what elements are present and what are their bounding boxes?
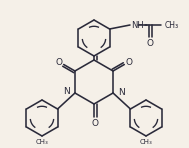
Text: N: N [118, 87, 125, 96]
Text: CH₃: CH₃ [36, 139, 48, 145]
Text: O: O [125, 58, 132, 66]
Text: CH₃: CH₃ [165, 21, 179, 29]
Text: O: O [56, 58, 63, 66]
Text: CH₃: CH₃ [140, 139, 152, 145]
Text: NH: NH [131, 21, 144, 29]
Text: O: O [91, 119, 98, 127]
Text: N: N [63, 87, 70, 96]
Text: O: O [146, 38, 153, 48]
